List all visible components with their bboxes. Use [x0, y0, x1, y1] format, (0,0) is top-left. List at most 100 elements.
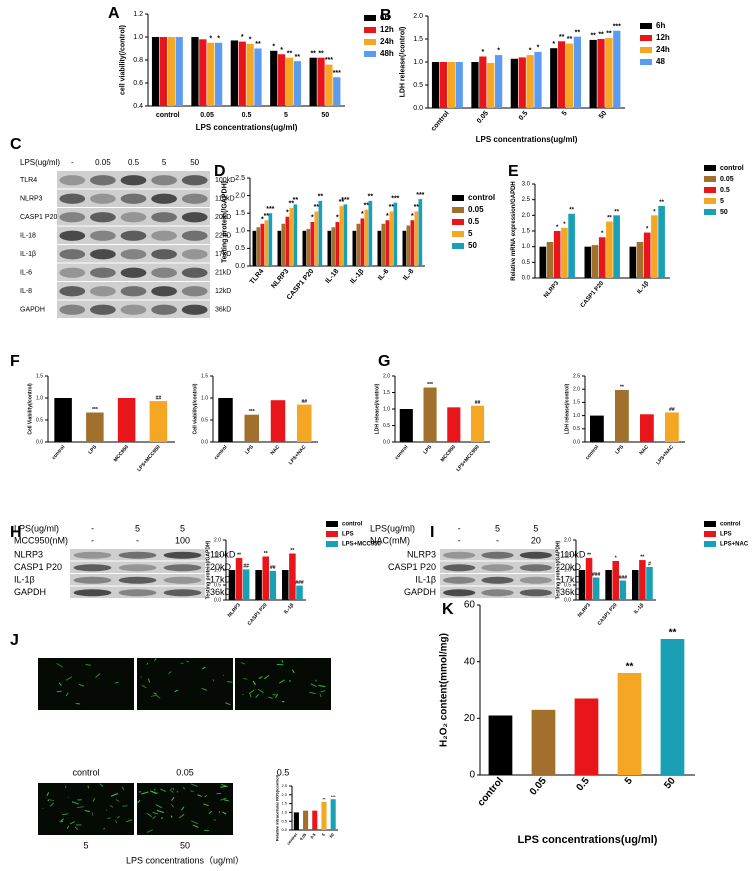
significance-label: *	[601, 231, 604, 237]
cell	[109, 804, 114, 808]
x-tick-label: MCC950	[113, 444, 130, 463]
blot-band	[73, 576, 112, 584]
bar	[410, 220, 415, 266]
bar	[297, 404, 312, 442]
y-tick-label: 1.5	[413, 36, 423, 43]
cell	[146, 829, 154, 833]
significance-label: **	[264, 213, 270, 220]
blot-band	[163, 576, 202, 584]
size-label: 100kD	[215, 177, 235, 184]
significance-label: ##	[475, 400, 481, 406]
significance-label: **	[289, 201, 295, 208]
x-tick-label: NLRP3	[543, 280, 561, 299]
legend-label: 6h	[380, 13, 389, 22]
blot-band	[443, 576, 476, 584]
bar	[531, 709, 556, 775]
significance-label: **	[322, 797, 326, 802]
header-label: NAC(mM)	[370, 535, 410, 545]
size-label: 12kD	[215, 288, 231, 295]
cell	[95, 673, 101, 678]
legend-label: 12h	[380, 25, 394, 34]
header-value: -	[458, 523, 461, 533]
cell	[201, 666, 206, 670]
y-axis-title: cell viability(/control)	[120, 25, 127, 95]
bar	[617, 673, 642, 775]
y-tick-label: 0.5	[36, 417, 43, 423]
y-tick-label: 0.5	[383, 423, 390, 429]
cell	[201, 687, 207, 691]
blot-band	[181, 267, 208, 278]
legend-label: 0.05	[720, 176, 734, 183]
cell	[49, 802, 55, 807]
x-tick-label: NLRP3	[577, 602, 592, 619]
y-axis-title: LDH release(/control)	[564, 383, 570, 434]
y-tick-label: 0.5	[522, 260, 531, 266]
x-tick-label: control	[213, 444, 229, 461]
size-label: 17kD	[215, 251, 231, 258]
y-tick-label: 2.0	[214, 537, 221, 543]
bar	[343, 204, 348, 266]
y-tick-label: 1.5	[281, 801, 287, 806]
x-axis-title: LPS concentrations(ug/ml)	[196, 123, 298, 132]
cell	[197, 794, 202, 797]
cell	[60, 818, 64, 822]
y-tick-label: 0.5	[564, 582, 571, 588]
y-tick-label: 1.0	[201, 395, 208, 401]
significance-label: **	[339, 199, 345, 206]
bar	[255, 570, 262, 600]
row-label: IL-6	[20, 270, 32, 277]
bar	[278, 54, 286, 106]
panel-label: E	[508, 163, 519, 180]
blot-band	[181, 230, 208, 241]
blot-band	[90, 212, 116, 223]
significance-label: *	[386, 213, 389, 220]
y-tick-label: 0	[469, 770, 475, 781]
cell	[170, 815, 173, 818]
cell	[227, 681, 233, 683]
cell	[107, 817, 111, 820]
bar	[270, 50, 278, 106]
legend-label: 0.05	[468, 205, 484, 214]
bar	[553, 231, 561, 278]
significance-label: **	[607, 216, 612, 222]
bar	[414, 211, 419, 266]
significance-label: *	[361, 211, 364, 218]
cell	[121, 786, 125, 791]
x-tick-label: CASP1 P20	[597, 602, 619, 627]
blot-band	[59, 193, 86, 204]
x-tick-label: NLRP3	[270, 268, 290, 290]
header-label: LPS(ug/ml)	[20, 158, 60, 167]
blot-band	[163, 551, 202, 559]
y-tick-label: 2.0	[235, 192, 245, 199]
header-value: 0.05	[95, 158, 111, 167]
y-tick-label: 0.5	[214, 582, 221, 588]
significance-label: *	[563, 222, 566, 228]
micrograph-label: 0.05	[176, 767, 194, 777]
y-tick-label: 2.5	[522, 197, 531, 203]
legend-swatch	[364, 39, 376, 45]
cell	[56, 662, 63, 668]
cell	[146, 812, 152, 818]
significance-label: *	[411, 213, 414, 220]
y-axis-title: Testing protein(/GAPDH)	[205, 540, 211, 599]
legend-label: control	[342, 522, 363, 528]
significance-label: *	[249, 37, 252, 44]
significance-label: **	[414, 204, 420, 211]
significance-label: ***	[427, 382, 433, 388]
bar	[289, 207, 294, 266]
bar	[479, 56, 487, 108]
blot-band	[181, 304, 208, 315]
x-tick-label: LPS	[87, 444, 98, 456]
y-tick-label: 0.4	[133, 103, 143, 110]
significance-label: *	[336, 215, 339, 222]
cell	[192, 824, 199, 828]
blot-band	[118, 564, 157, 572]
bar	[592, 577, 600, 600]
blot-band	[481, 589, 514, 597]
significance-label: **	[620, 384, 624, 390]
size-label: 110kD	[210, 550, 236, 560]
cell	[65, 692, 69, 697]
cell	[204, 794, 208, 798]
x-tick-label: control	[156, 112, 180, 119]
